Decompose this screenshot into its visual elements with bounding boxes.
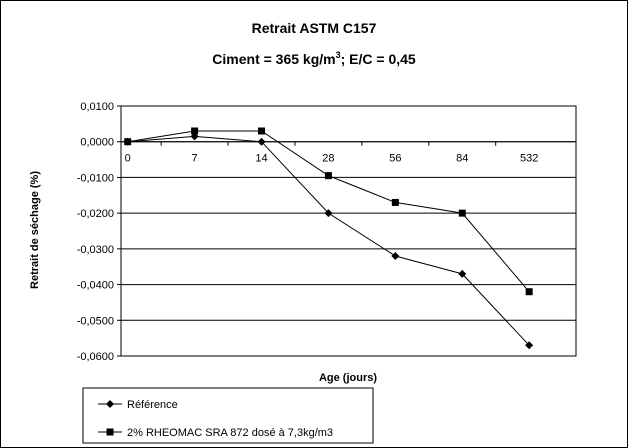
data-point-series-2 bbox=[191, 128, 198, 135]
y-axis-label: Retrait de séchage (%) bbox=[29, 171, 41, 289]
plot-area: 0,0100 0,0000 -0,0100 -0,0200 -0,0300 -0,0400… bbox=[77, 101, 576, 363]
data-point-series-2 bbox=[459, 210, 466, 217]
data-point-series-2 bbox=[258, 128, 265, 135]
chart-title: Retrait ASTM C157 bbox=[252, 20, 377, 36]
x-tick-label: 56 bbox=[389, 153, 401, 165]
x-tick-label: 532 bbox=[520, 153, 538, 165]
y-tick-label: -0,0300 bbox=[77, 244, 114, 256]
x-tick-label: 0 bbox=[125, 153, 131, 165]
y-tick-label: 0,0000 bbox=[80, 137, 114, 149]
data-point-series-2 bbox=[124, 138, 131, 145]
plot-background bbox=[121, 106, 576, 356]
chart-subtitle: Ciment = 365 kg/m3; E/C = 0,45 bbox=[212, 50, 416, 67]
data-point-series-2 bbox=[526, 288, 533, 295]
y-tick-label: -0,0100 bbox=[77, 172, 114, 184]
legend-label-2: 2% RHEOMAC SRA 872 dosé à 7,3kg/m3 bbox=[127, 427, 333, 439]
x-axis-label: Age (jours) bbox=[319, 372, 377, 384]
data-point-series-2 bbox=[325, 172, 332, 179]
legend: Référence 2% RHEOMAC SRA 872 dosé à 7,3kg… bbox=[83, 388, 373, 443]
x-tick-label: 14 bbox=[255, 153, 267, 165]
y-tick-label: 0,0100 bbox=[80, 101, 114, 113]
legend-marker-2 bbox=[107, 429, 114, 436]
legend-label-1: Référence bbox=[127, 399, 178, 411]
y-tick-label: -0,0600 bbox=[77, 351, 114, 363]
x-tick-label: 7 bbox=[192, 153, 198, 165]
y-tick-label: -0,0500 bbox=[77, 315, 114, 327]
x-tick-label: 84 bbox=[456, 153, 468, 165]
y-tick-label: -0,0400 bbox=[77, 280, 114, 292]
data-point-series-2 bbox=[392, 199, 399, 206]
x-tick-label: 28 bbox=[322, 153, 334, 165]
y-tick-label: -0,0200 bbox=[77, 208, 114, 220]
